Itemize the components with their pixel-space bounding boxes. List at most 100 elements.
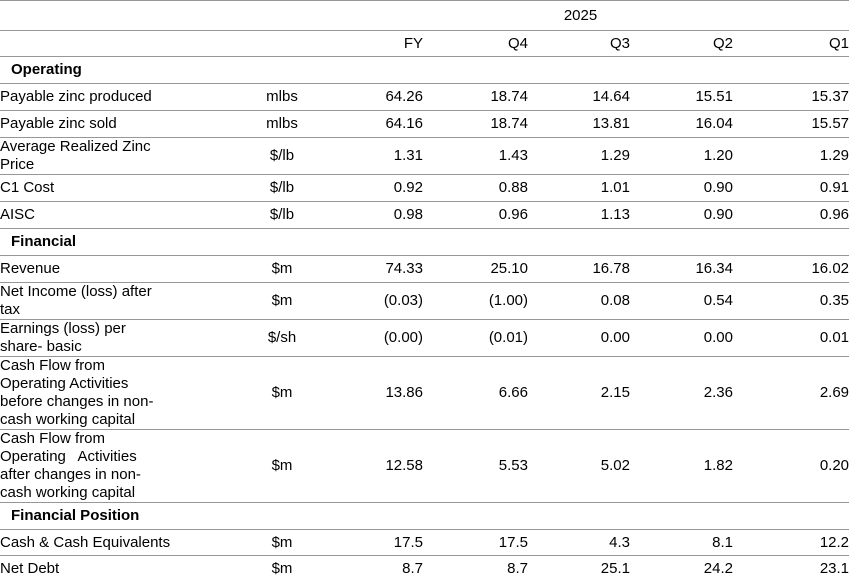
section-row-operating: Operating bbox=[0, 57, 849, 84]
row-unit: mlbs bbox=[266, 88, 298, 105]
value-q1: 0.01 bbox=[819, 329, 849, 346]
value-q3: 1.13 bbox=[600, 206, 630, 223]
value-q4: 17.5 bbox=[498, 533, 528, 551]
value-q2: 16.34 bbox=[695, 260, 733, 277]
row-unit: $m bbox=[271, 457, 293, 474]
value-q1: 0.35 bbox=[819, 292, 849, 309]
value-fy: 0.92 bbox=[393, 179, 423, 196]
value-q3: 0.08 bbox=[600, 292, 630, 309]
column-header-row: FY Q4 Q3 Q2 Q1 bbox=[0, 31, 849, 57]
value-fy: 8.7 bbox=[402, 559, 423, 577]
table-row-payable-zinc-sold: Payable zinc sold mlbs 64.16 18.74 13.81… bbox=[0, 111, 849, 138]
value-q4: 6.66 bbox=[498, 384, 528, 401]
row-unit: $m bbox=[271, 384, 293, 401]
value-fy: 13.86 bbox=[385, 384, 423, 401]
value-q3: 2.15 bbox=[600, 384, 630, 401]
row-label: Payable zinc sold bbox=[0, 115, 117, 132]
table-row-aisc: AISC $/lb 0.98 0.96 1.13 0.90 0.96 bbox=[0, 202, 849, 229]
value-q2: 0.90 bbox=[703, 206, 733, 223]
row-label: Cash & Cash Equivalents bbox=[0, 533, 171, 551]
value-q1: 0.96 bbox=[819, 206, 849, 223]
col-header-q1: Q1 bbox=[829, 34, 849, 52]
row-unit: $m bbox=[271, 533, 293, 551]
table-row-earnings-per-share-basic: Earnings (loss) per share- basic $/sh (0… bbox=[0, 320, 849, 357]
value-q1: 0.20 bbox=[819, 457, 849, 474]
value-fy: 17.5 bbox=[393, 533, 423, 551]
value-q3: 25.1 bbox=[600, 559, 630, 577]
value-fy: 1.31 bbox=[393, 147, 423, 164]
row-unit: $/lb bbox=[269, 179, 295, 196]
row-label: Revenue bbox=[0, 260, 61, 277]
col-header-q4: Q4 bbox=[507, 34, 528, 52]
row-unit: $m bbox=[271, 559, 293, 577]
value-fy: (0.00) bbox=[383, 329, 423, 346]
row-label: Earnings (loss) per share- basic bbox=[0, 320, 126, 355]
table-row-cash-and-cash-equivalents: Cash & Cash Equivalents $m 17.5 17.5 4.3… bbox=[0, 530, 849, 556]
value-q3: 0.00 bbox=[600, 329, 630, 346]
section-row-financial-position: Financial Position bbox=[0, 503, 849, 530]
row-label: Cash Flow from Operating Activities befo… bbox=[0, 357, 154, 428]
row-label: Average Realized Zinc Price bbox=[0, 138, 151, 173]
value-q1: 12.2 bbox=[819, 533, 849, 551]
value-q1: 23.1 bbox=[819, 559, 849, 577]
row-label: Payable zinc produced bbox=[0, 88, 152, 105]
value-q3: 4.3 bbox=[609, 533, 630, 551]
value-q1: 2.69 bbox=[819, 384, 849, 401]
col-header-q2: Q2 bbox=[712, 34, 733, 52]
col-header-q3: Q3 bbox=[609, 34, 630, 52]
value-fy: 0.98 bbox=[393, 206, 423, 223]
section-title: Financial Position bbox=[11, 507, 140, 524]
row-unit: $m bbox=[271, 292, 293, 309]
value-q2: 0.54 bbox=[703, 292, 733, 309]
row-label: AISC bbox=[0, 206, 36, 223]
value-q3: 5.02 bbox=[600, 457, 630, 474]
value-fy: (0.03) bbox=[383, 292, 423, 309]
value-q4: (1.00) bbox=[488, 292, 528, 309]
year-header-row: 2025 bbox=[0, 1, 849, 31]
value-q2: 2.36 bbox=[703, 384, 733, 401]
row-unit: $/lb bbox=[269, 147, 295, 164]
value-q4: 0.88 bbox=[498, 179, 528, 196]
table-row-cash-flow-after-changes: Cash Flow from Operating Activities afte… bbox=[0, 430, 849, 503]
row-unit: $m bbox=[271, 260, 293, 277]
col-header-fy: FY bbox=[403, 34, 423, 52]
row-label: Net Income (loss) after tax bbox=[0, 283, 152, 318]
table-row-net-debt: Net Debt $m 8.7 8.7 25.1 24.2 23.1 bbox=[0, 556, 849, 580]
value-q4: 18.74 bbox=[490, 115, 528, 132]
value-q2: 1.82 bbox=[703, 457, 733, 474]
value-fy: 64.16 bbox=[385, 115, 423, 132]
value-q1: 15.37 bbox=[811, 88, 849, 105]
value-q3: 1.01 bbox=[600, 179, 630, 196]
value-q3: 16.78 bbox=[592, 260, 630, 277]
value-q3: 13.81 bbox=[592, 115, 630, 132]
value-q1: 1.29 bbox=[819, 147, 849, 164]
value-q4: 8.7 bbox=[507, 559, 528, 577]
value-q1: 15.57 bbox=[811, 115, 849, 132]
colhead-spacer-unit bbox=[252, 31, 312, 57]
value-q2: 15.51 bbox=[695, 88, 733, 105]
value-fy: 64.26 bbox=[385, 88, 423, 105]
row-label: Cash Flow from Operating Activities afte… bbox=[0, 430, 141, 501]
value-q2: 0.90 bbox=[703, 179, 733, 196]
table-row-cash-flow-before-changes: Cash Flow from Operating Activities befo… bbox=[0, 357, 849, 430]
value-q1: 0.91 bbox=[819, 179, 849, 196]
row-label: C1 Cost bbox=[0, 179, 55, 196]
table-row-c1-cost: C1 Cost $/lb 0.92 0.88 1.01 0.90 0.91 bbox=[0, 175, 849, 202]
value-q3: 1.29 bbox=[600, 147, 630, 164]
row-unit: $/sh bbox=[267, 329, 297, 346]
year-label: 2025 bbox=[563, 6, 598, 24]
value-q4: (0.01) bbox=[488, 329, 528, 346]
year-row-spacer bbox=[0, 1, 312, 31]
value-q4: 1.43 bbox=[498, 147, 528, 164]
value-q1: 16.02 bbox=[811, 260, 849, 277]
colhead-spacer-label bbox=[0, 31, 252, 57]
row-unit: $/lb bbox=[269, 206, 295, 223]
value-q3: 14.64 bbox=[592, 88, 630, 105]
value-q4: 25.10 bbox=[490, 260, 528, 277]
value-q2: 8.1 bbox=[712, 533, 733, 551]
value-q2: 0.00 bbox=[703, 329, 733, 346]
value-fy: 74.33 bbox=[385, 260, 423, 277]
table-row-revenue: Revenue $m 74.33 25.10 16.78 16.34 16.02 bbox=[0, 256, 849, 283]
